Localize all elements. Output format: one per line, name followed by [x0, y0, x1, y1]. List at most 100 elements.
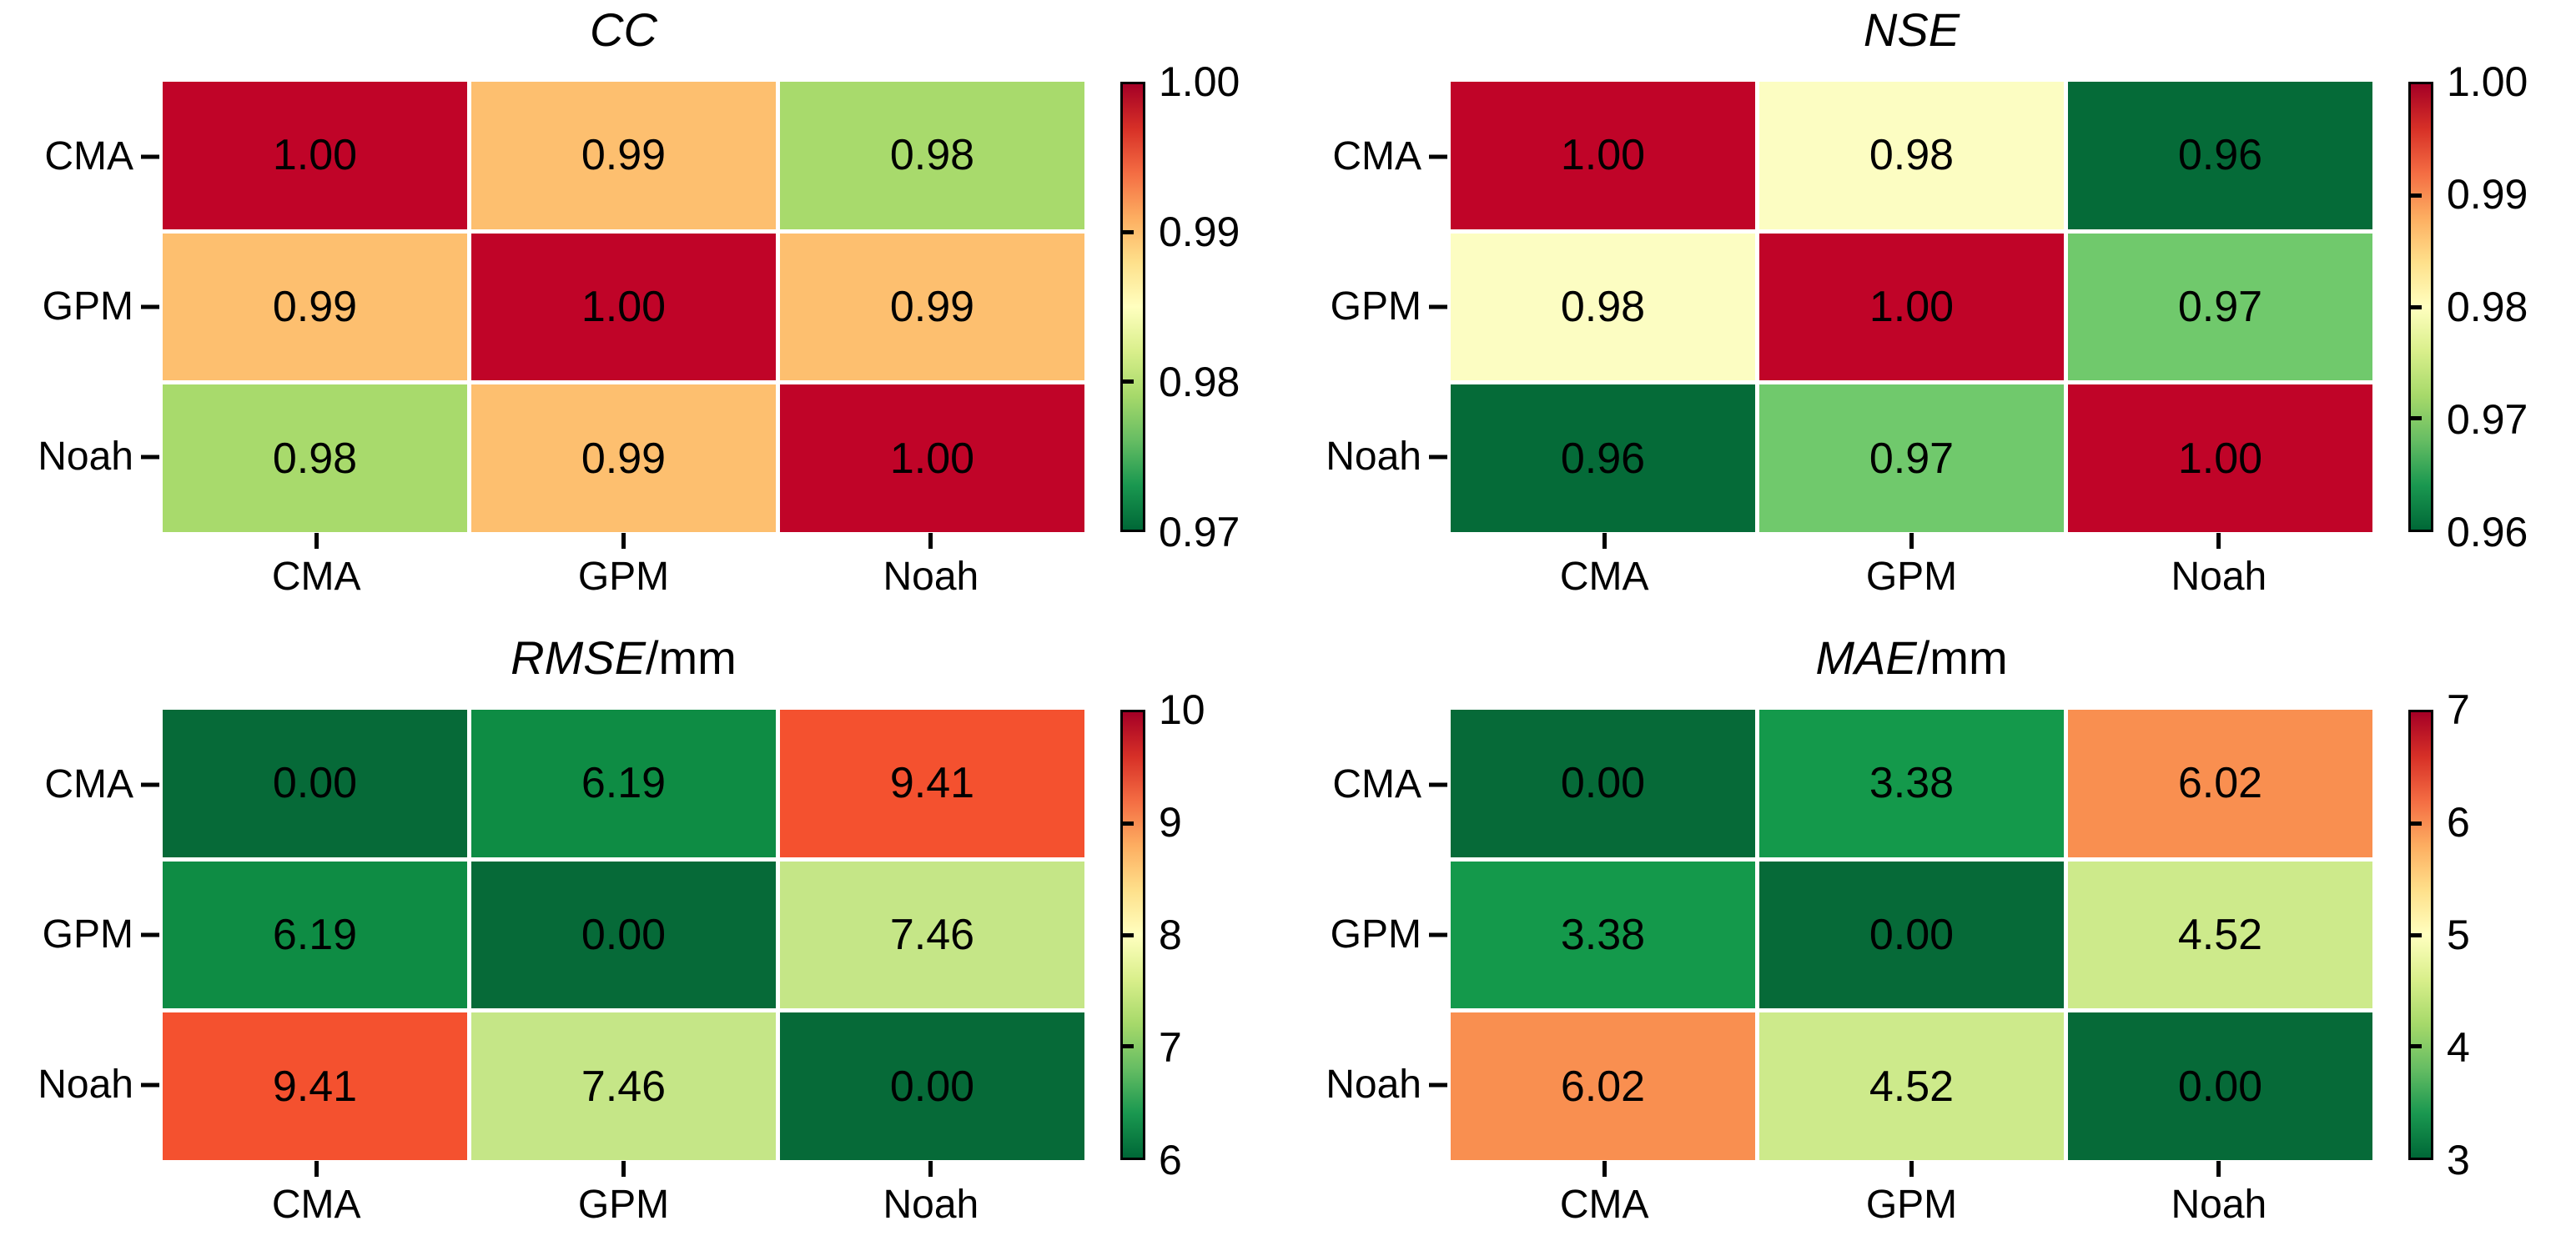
x-axis-label-gpm: GPM: [577, 555, 670, 599]
heatmap-cell-gpm-noah: 0.97: [2068, 233, 2372, 381]
heatmap-grid: 0.00 3.38 6.02 3.38 0.00 4.52 6.02 4.52 0.00: [1451, 710, 2372, 1160]
heatmap-cell-cma-cma: 1.00: [163, 82, 467, 229]
colorbar-label-6: 6: [2447, 799, 2470, 846]
y-axis-tick: [1429, 154, 1447, 159]
colorbar-tick: [2411, 1044, 2422, 1048]
colorbar-tick: [1123, 821, 1134, 826]
colorbar-label-6: 6: [1159, 1137, 1182, 1183]
heatmap-cell-gpm-cma: 0.98: [1451, 233, 1755, 381]
colorbar-label-10: 10: [1159, 686, 1205, 733]
x-axis-tick: [621, 533, 626, 549]
heatmap-cell-cma-cma: 0.00: [1451, 710, 1755, 857]
heatmap-grid: 1.00 0.98 0.96 0.98 1.00 0.97 0.96 0.97 1.00: [1451, 82, 2372, 532]
colorbar-label-0-99: 0.99: [1159, 208, 1240, 255]
heatmap-cell-noah-cma: 0.96: [1451, 384, 1755, 532]
colorbar-tick: [2411, 193, 2422, 198]
colorbar-label-0-96: 0.96: [2447, 509, 2528, 555]
panel-title: NSE: [1451, 5, 2372, 55]
heatmap-cell-cma-gpm: 0.99: [471, 82, 776, 229]
x-axis-tick: [2216, 1161, 2221, 1177]
y-axis-tick: [141, 455, 159, 460]
heatmap-cell-noah-gpm: 4.52: [1759, 1012, 2064, 1160]
x-axis-label-gpm: GPM: [577, 1183, 670, 1227]
y-axis-tick: [1429, 782, 1447, 787]
colorbar-tick: [1123, 1044, 1134, 1048]
y-axis-label-gpm: GPM: [42, 284, 133, 329]
heatmap-cell-noah-cma: 9.41: [163, 1012, 467, 1160]
y-axis-tick: [141, 932, 159, 937]
colorbar-tick: [2411, 821, 2422, 826]
heatmap-panel-nse: NSE 1.00 0.98 0.96 0.98 1.00 0.97 0.96 0.97 1.00…: [1288, 0, 2576, 628]
heatmap-cell-noah-noah: 1.00: [780, 384, 1084, 532]
y-axis-label-noah: Noah: [38, 1063, 133, 1107]
y-axis-label-gpm: GPM: [1330, 284, 1421, 329]
panel-title-unit: /mm: [1916, 631, 2008, 684]
heatmap-cell-gpm-gpm: 0.00: [471, 861, 776, 1009]
heatmap-cell-cma-gpm: 6.19: [471, 710, 776, 857]
x-axis-tick: [1909, 1161, 1914, 1177]
heatmap-cell-gpm-noah: 7.46: [780, 861, 1084, 1009]
colorbar-label-0-98: 0.98: [2447, 284, 2528, 330]
x-axis-tick: [1602, 1161, 1607, 1177]
panel-title-unit: /mm: [645, 631, 737, 684]
colorbar-rmse: [1120, 710, 1145, 1160]
colorbar-tick: [2411, 932, 2422, 937]
y-axis-label-cma: CMA: [1332, 762, 1421, 806]
heatmap-cell-gpm-cma: 3.38: [1451, 861, 1755, 1009]
heatmap-panel-rmse: RMSE/mm 0.00 6.19 9.41 6.19 0.00 7.46 9.41 7.46…: [0, 628, 1288, 1256]
heatmap-cell-gpm-cma: 0.99: [163, 233, 467, 381]
heatmap-grid: 0.00 6.19 9.41 6.19 0.00 7.46 9.41 7.46 0.00: [163, 710, 1084, 1160]
colorbar-tick: [1123, 932, 1134, 937]
panel-title: RMSE/mm: [163, 633, 1084, 683]
x-axis-tick: [928, 533, 933, 549]
colorbar-label-1-00: 1.00: [1159, 58, 1240, 105]
x-axis-tick: [928, 1161, 933, 1177]
heatmap-grid: 1.00 0.99 0.98 0.99 1.00 0.99 0.98 0.99 1.00: [163, 82, 1084, 532]
panel-title-metric: CC: [590, 3, 657, 56]
heatmap-cell-gpm-gpm: 0.00: [1759, 861, 2064, 1009]
colorbar-mae: [2408, 710, 2433, 1160]
heatmap-cell-noah-gpm: 0.97: [1759, 384, 2064, 532]
x-axis-label-cma: CMA: [1559, 555, 1649, 599]
panel-title-metric: NSE: [1863, 3, 1960, 56]
y-axis-tick: [1429, 1083, 1447, 1088]
colorbar-label-7: 7: [1159, 1024, 1182, 1071]
heatmap-cell-cma-noah: 0.98: [780, 82, 1084, 229]
heatmap-cell-cma-cma: 0.00: [163, 710, 467, 857]
heatmap-cell-cma-cma: 1.00: [1451, 82, 1755, 229]
heatmap-cell-gpm-gpm: 1.00: [471, 233, 776, 381]
colorbar-tick: [1123, 379, 1134, 384]
y-axis-tick: [1429, 304, 1447, 309]
heatmap-cell-cma-gpm: 3.38: [1759, 710, 2064, 857]
x-axis-tick: [314, 533, 319, 549]
x-axis-label-cma: CMA: [1559, 1183, 1649, 1227]
heatmap-cell-gpm-noah: 4.52: [2068, 861, 2372, 1009]
x-axis-label-noah: Noah: [2171, 555, 2267, 599]
x-axis-label-cma: CMA: [271, 1183, 361, 1227]
y-axis-label-noah: Noah: [1326, 1063, 1421, 1107]
heatmap-cell-noah-noah: 1.00: [2068, 384, 2372, 532]
colorbar-label-5: 5: [2447, 912, 2470, 958]
colorbar-cc: [1120, 82, 1145, 532]
colorbar-tick: [1123, 230, 1134, 235]
heatmap-cell-cma-gpm: 0.98: [1759, 82, 2064, 229]
y-axis-tick: [1429, 455, 1447, 460]
panel-title: MAE/mm: [1451, 633, 2372, 683]
colorbar-label-9: 9: [1159, 799, 1182, 846]
y-axis-tick: [141, 782, 159, 787]
heatmap-cell-cma-noah: 0.96: [2068, 82, 2372, 229]
x-axis-label-noah: Noah: [883, 1183, 979, 1227]
y-axis-label-cma: CMA: [44, 762, 133, 806]
heatmap-cell-gpm-gpm: 1.00: [1759, 233, 2064, 381]
colorbar-label-0-97: 0.97: [1159, 509, 1240, 555]
colorbar-nse: [2408, 82, 2433, 532]
heatmap-cell-noah-gpm: 0.99: [471, 384, 776, 532]
x-axis-label-gpm: GPM: [1865, 1183, 1958, 1227]
heatmap-cell-gpm-noah: 0.99: [780, 233, 1084, 381]
colorbar-label-0-97: 0.97: [2447, 396, 2528, 443]
heatmap-panel-cc: CC 1.00 0.99 0.98 0.99 1.00 0.99 0.98 0.99 1.00 …: [0, 0, 1288, 628]
x-axis-label-gpm: GPM: [1865, 555, 1958, 599]
y-axis-tick: [141, 304, 159, 309]
panel-title-metric: RMSE: [511, 631, 646, 684]
